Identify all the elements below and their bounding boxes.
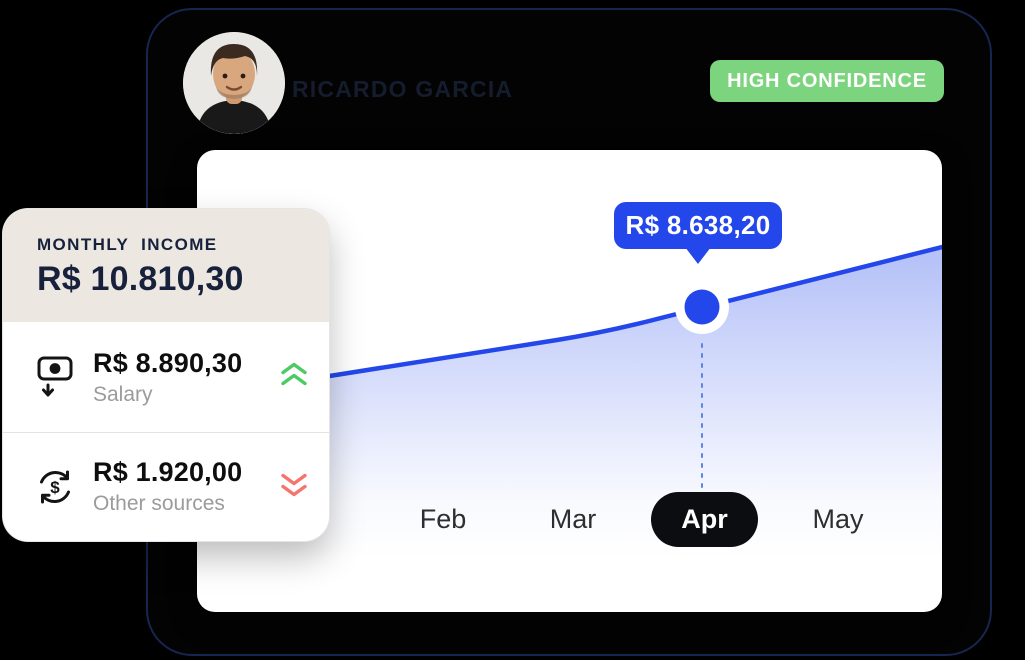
currency-exchange-icon: $ (33, 465, 77, 509)
banknote-receive-icon (33, 354, 77, 400)
avatar-illustration (183, 32, 285, 134)
confidence-badge: HIGH CONFIDENCE (710, 60, 944, 102)
svg-text:$: $ (50, 478, 60, 497)
salary-label: Salary (93, 382, 153, 406)
other-sources-amount: R$ 1.920,00 (93, 457, 243, 488)
income-trend-chart (197, 244, 942, 560)
profile-name: RICARDO GARCIA (292, 76, 514, 102)
chart-line (197, 244, 942, 400)
other-sources-label: Other sources (93, 492, 225, 516)
data-point[interactable] (684, 289, 720, 325)
monthly-income-total: R$ 10.810,30 (37, 260, 244, 298)
tooltip-value: R$ 8.638,20 (625, 210, 771, 240)
tooltip-arrow (685, 247, 711, 264)
income-row-other-sources: $ R$ 1.920,00 Other sources (3, 431, 329, 541)
double-chevron-up-icon (279, 359, 309, 396)
month-tab-apr-selected[interactable]: Apr (651, 492, 758, 547)
month-tab-may[interactable]: May (812, 504, 864, 534)
month-tab-feb[interactable]: Feb (419, 504, 467, 534)
income-card-header: MONTHLY INCOME R$ 10.810,30 (3, 209, 329, 323)
month-tab-mar[interactable]: Mar (549, 504, 597, 534)
income-row-salary: R$ 8.890,30 Salary (3, 322, 329, 432)
selected-month-label: Apr (681, 504, 728, 534)
value-tooltip: R$ 8.638,20 (614, 202, 782, 264)
chart-area-fill (197, 247, 942, 560)
income-header-label: MONTHLY INCOME (37, 235, 218, 254)
salary-amount: R$ 8.890,30 (93, 347, 243, 378)
double-chevron-down-icon (279, 468, 309, 505)
monthly-income-card: MONTHLY INCOME R$ 10.810,30 R$ 8.890,30 … (2, 208, 330, 542)
avatar (183, 32, 285, 134)
